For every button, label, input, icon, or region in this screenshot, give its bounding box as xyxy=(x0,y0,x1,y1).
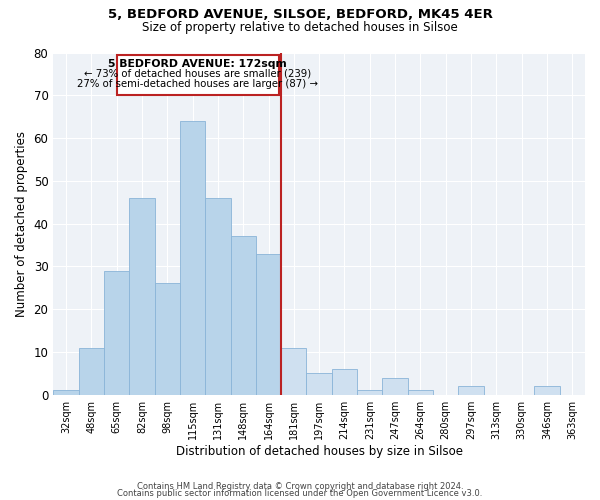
Bar xyxy=(332,369,357,394)
Bar xyxy=(281,348,307,395)
Bar xyxy=(256,254,281,394)
Bar xyxy=(408,390,433,394)
Y-axis label: Number of detached properties: Number of detached properties xyxy=(15,130,28,316)
Bar xyxy=(205,198,230,394)
Text: 5, BEDFORD AVENUE, SILSOE, BEDFORD, MK45 4ER: 5, BEDFORD AVENUE, SILSOE, BEDFORD, MK45… xyxy=(107,8,493,20)
Bar xyxy=(180,121,205,394)
Bar xyxy=(129,198,155,394)
Bar xyxy=(458,386,484,394)
Text: ← 73% of detached houses are smaller (239): ← 73% of detached houses are smaller (23… xyxy=(84,69,311,79)
Text: Contains public sector information licensed under the Open Government Licence v3: Contains public sector information licen… xyxy=(118,490,482,498)
Bar xyxy=(357,390,382,394)
Text: Size of property relative to detached houses in Silsoe: Size of property relative to detached ho… xyxy=(142,21,458,34)
Bar xyxy=(382,378,408,394)
Text: Contains HM Land Registry data © Crown copyright and database right 2024.: Contains HM Land Registry data © Crown c… xyxy=(137,482,463,491)
Bar xyxy=(104,270,129,394)
Bar xyxy=(230,236,256,394)
Bar xyxy=(307,374,332,394)
FancyBboxPatch shape xyxy=(116,54,278,96)
Bar xyxy=(79,348,104,395)
Bar xyxy=(155,284,180,395)
X-axis label: Distribution of detached houses by size in Silsoe: Distribution of detached houses by size … xyxy=(176,444,463,458)
Text: 27% of semi-detached houses are larger (87) →: 27% of semi-detached houses are larger (… xyxy=(77,79,318,89)
Text: 5 BEDFORD AVENUE: 172sqm: 5 BEDFORD AVENUE: 172sqm xyxy=(108,59,287,69)
Bar xyxy=(535,386,560,394)
Bar xyxy=(53,390,79,394)
